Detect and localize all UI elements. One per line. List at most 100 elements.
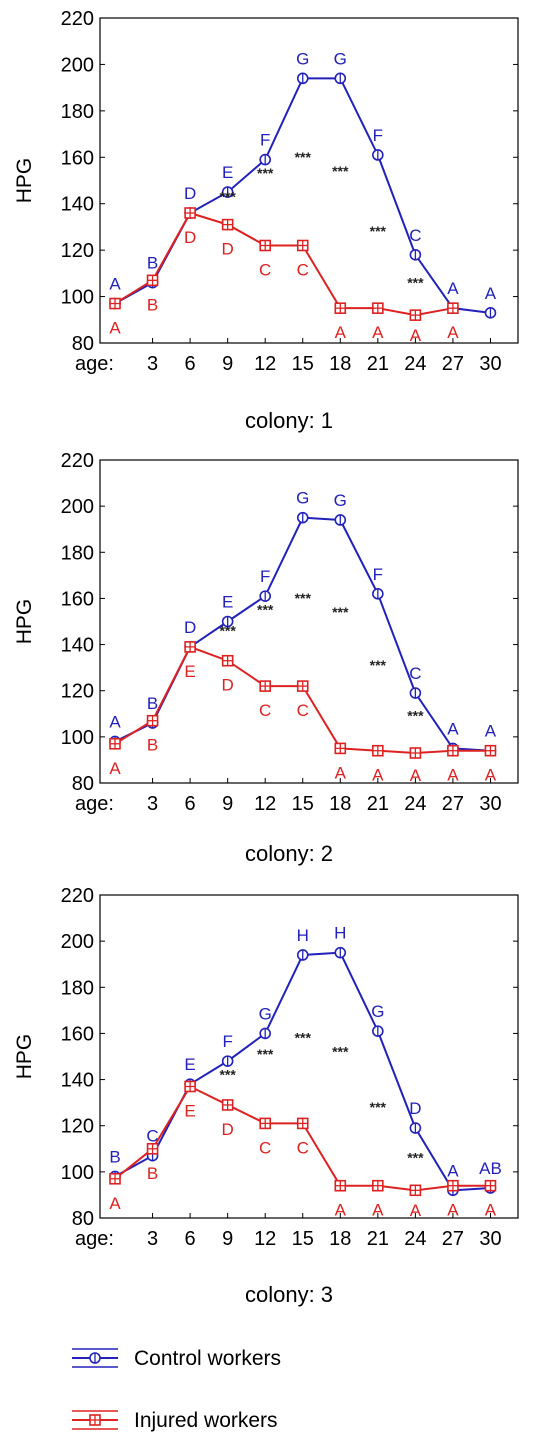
injured-letter-label: A (485, 766, 497, 785)
y-tick-label: 220 (61, 885, 94, 907)
y-tick-label: 160 (61, 588, 94, 610)
x-tick-label: 6 (185, 353, 196, 375)
significance-marker: *** (219, 188, 236, 204)
injured-letter-label: C (297, 1138, 309, 1157)
control-letter-label: H (334, 924, 346, 943)
injured-letter-label: D (222, 676, 234, 695)
x-tick-label: 18 (329, 793, 351, 815)
injured-letter-label: A (372, 1201, 384, 1220)
injured-letter-label: A (109, 759, 121, 778)
x-tick-label: 9 (222, 1228, 233, 1250)
y-tick-label: 180 (61, 542, 94, 564)
x-tick-label: 30 (479, 353, 501, 375)
significance-marker: *** (407, 708, 424, 724)
injured-letter-label: A (372, 766, 384, 785)
control-letter-label: F (222, 1032, 232, 1051)
control-letter-label: H (297, 926, 309, 945)
x-tick-label: 15 (292, 793, 314, 815)
control-letter-label: C (409, 664, 421, 683)
control-letter-label: A (447, 719, 459, 738)
control-letter-label: A (485, 284, 497, 303)
y-tick-label: 80 (72, 333, 94, 355)
control-letter-label: G (334, 49, 347, 68)
y-tick-label: 220 (61, 8, 94, 30)
significance-marker: *** (370, 1099, 387, 1115)
x-tick-label: 3 (147, 793, 158, 815)
significance-marker: *** (370, 657, 387, 673)
injured-letter-label: C (297, 701, 309, 720)
significance-marker: *** (257, 165, 274, 181)
y-tick-label: 120 (61, 240, 94, 262)
injured-letter-label: C (259, 1138, 271, 1157)
y-tick-label: 100 (61, 287, 94, 309)
control-letter-label: A (109, 712, 121, 731)
control-letter-label: D (184, 618, 196, 637)
x-tick-label: 12 (254, 1228, 276, 1250)
injured-series-line (114, 211, 454, 317)
significance-marker: *** (407, 1150, 424, 1166)
injured-letter-label: A (410, 766, 422, 785)
x-axis-prefix: age: (75, 1228, 114, 1250)
x-tick-label: 9 (222, 353, 233, 375)
legend: Control workers Injured workers (72, 1347, 281, 1432)
control-letter-label: G (259, 1004, 272, 1023)
control-letter-label: C (146, 1127, 158, 1146)
y-tick-label: 120 (61, 1116, 94, 1138)
control-letter-label: G (296, 489, 309, 508)
injured-letter-label: B (147, 736, 158, 755)
x-tick-label: 15 (292, 353, 314, 375)
y-tick-label: 140 (61, 1070, 94, 1092)
chart-3: 80 100 120 140 160 180 200 220 HPG 3 6 9 12 15 18 21 24 2… (13, 885, 519, 1307)
significance-marker: *** (407, 274, 424, 290)
injured-letter-label: A (447, 766, 459, 785)
y-tick-label: 120 (61, 681, 94, 703)
significance-marker: *** (295, 149, 312, 165)
plot-frame (99, 894, 519, 1219)
chart-caption: colony: 3 (245, 1282, 333, 1307)
x-axis-prefix: age: (75, 793, 114, 815)
x-tick-label: 24 (404, 1228, 426, 1250)
significance-marker: *** (332, 604, 349, 620)
significance-marker: *** (257, 1046, 274, 1062)
x-tick-label: 24 (404, 353, 426, 375)
x-tick-label: 18 (329, 353, 351, 375)
injured-letter-label: A (109, 319, 121, 338)
x-axis-prefix: age: (75, 353, 114, 375)
x-tick-label: 21 (367, 353, 389, 375)
control-letter-label: F (373, 565, 383, 584)
injured-letter-label: B (147, 295, 158, 314)
chart-caption: colony: 1 (245, 408, 333, 433)
injured-letter-label: C (297, 261, 309, 280)
control-letter-label: C (409, 226, 421, 245)
injured-letter-label: A (410, 326, 422, 345)
control-letter-label: B (147, 694, 158, 713)
control-letter-label: A (447, 279, 459, 298)
injured-series-line (114, 645, 491, 755)
y-tick-label: 160 (61, 147, 94, 169)
chart-1: 80 100 120 140 160 180 200 220 HPG 3 6 9 12 15 18 21 24 2… (13, 8, 519, 433)
injured-letter-label: D (184, 228, 196, 247)
y-axis-label: HPG (13, 1034, 36, 1080)
control-letter-label: B (147, 254, 158, 273)
x-tick-label: 6 (185, 1228, 196, 1250)
legend-label: Injured workers (134, 1409, 278, 1432)
y-tick-label: 80 (72, 773, 94, 795)
control-letter-label: F (373, 126, 383, 145)
x-tick-label: 27 (442, 1228, 464, 1250)
control-letter-label: G (296, 49, 309, 68)
significance-marker: *** (257, 602, 274, 618)
control-letter-label: G (371, 1002, 384, 1021)
significance-marker: *** (332, 1044, 349, 1060)
x-tick-label: 24 (404, 793, 426, 815)
control-letter-label: F (260, 131, 270, 150)
x-tick-label: 3 (147, 353, 158, 375)
y-tick-label: 140 (61, 194, 94, 216)
significance-marker: *** (332, 163, 349, 179)
control-letter-label: A (447, 1161, 459, 1180)
y-axis-label: HPG (13, 599, 36, 645)
control-letter-label: E (184, 1055, 195, 1074)
significance-marker: *** (295, 590, 312, 606)
x-tick-label: 12 (254, 793, 276, 815)
injured-letter-label: A (109, 1194, 121, 1213)
y-tick-label: 200 (61, 496, 94, 518)
